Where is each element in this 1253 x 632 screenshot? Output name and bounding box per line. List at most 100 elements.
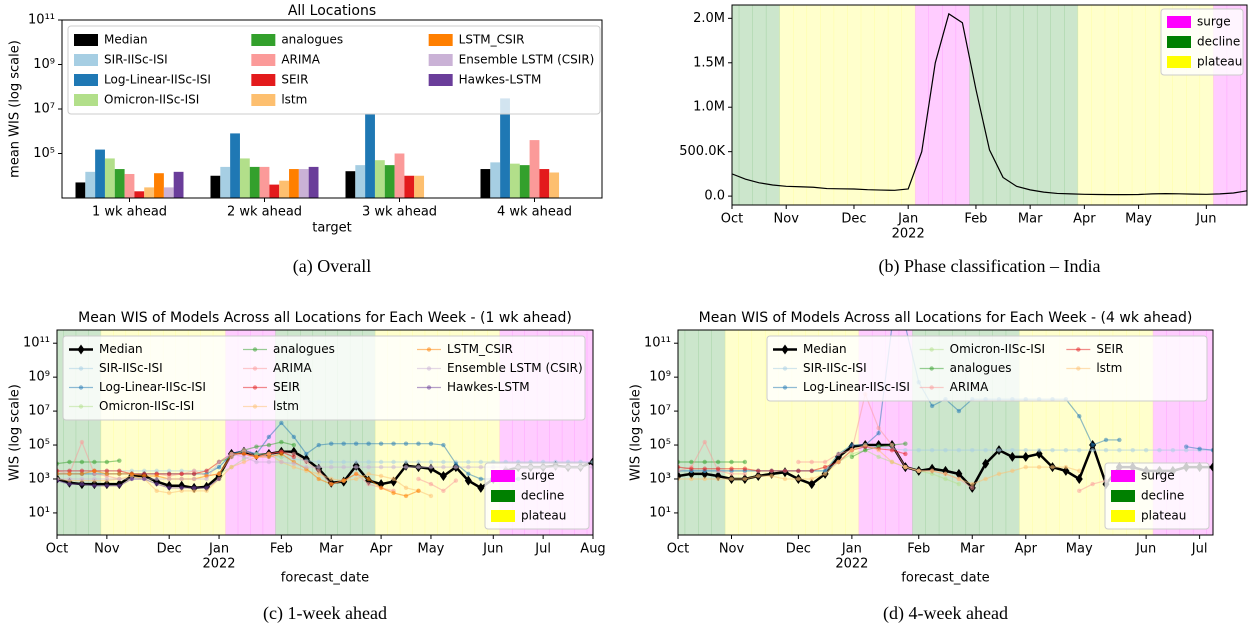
point bbox=[142, 476, 147, 482]
legend-label: Median bbox=[803, 342, 847, 356]
bar bbox=[220, 166, 231, 198]
phase-legend-label: surge bbox=[521, 469, 555, 483]
point bbox=[316, 464, 321, 470]
point bbox=[678, 459, 681, 465]
phase-band bbox=[1077, 5, 1092, 205]
bar bbox=[539, 169, 550, 198]
y-tick-label: 10¹¹ bbox=[644, 336, 671, 351]
bar bbox=[210, 175, 221, 198]
y-tick-label: 10³ bbox=[649, 471, 671, 486]
point bbox=[216, 459, 222, 465]
point bbox=[316, 459, 321, 465]
legend-label: LSTM_CSIR bbox=[447, 342, 513, 356]
x-tick-label: 3 wk ahead bbox=[362, 205, 437, 220]
legend-label: Omicron-IISc-ISI bbox=[950, 342, 1045, 356]
point bbox=[154, 488, 159, 494]
point bbox=[1143, 447, 1149, 453]
point bbox=[129, 471, 134, 477]
y-tick-label: 10⁹ bbox=[33, 57, 55, 72]
point bbox=[378, 441, 384, 446]
phase-band bbox=[779, 5, 794, 205]
x-tick-label: Apr bbox=[370, 542, 393, 557]
point bbox=[689, 459, 694, 465]
x-tick-label: Dec bbox=[157, 542, 182, 557]
legend-label: Ensemble LSTM (CSIR) bbox=[447, 361, 583, 375]
point bbox=[808, 479, 816, 490]
x-tick-label: Dec bbox=[786, 542, 811, 557]
point bbox=[1077, 468, 1082, 474]
point bbox=[678, 468, 681, 474]
point bbox=[715, 459, 721, 465]
bar bbox=[114, 169, 125, 198]
point bbox=[903, 464, 908, 470]
point bbox=[391, 441, 396, 446]
point bbox=[1010, 447, 1015, 453]
point bbox=[266, 434, 272, 440]
legend-label: analogues bbox=[273, 342, 335, 356]
legend-marker bbox=[1076, 347, 1081, 352]
legend-swatch bbox=[428, 74, 453, 86]
point bbox=[241, 459, 247, 465]
series-line bbox=[678, 446, 906, 472]
bar bbox=[269, 184, 280, 198]
point bbox=[279, 459, 284, 465]
point bbox=[742, 459, 748, 465]
point bbox=[916, 447, 921, 453]
point bbox=[366, 464, 371, 470]
legend-label: lstm bbox=[281, 93, 307, 107]
point bbox=[466, 459, 471, 465]
point bbox=[403, 493, 409, 499]
phase-legend-label: plateau bbox=[1197, 55, 1242, 69]
legend-swatch bbox=[74, 94, 98, 106]
bar bbox=[394, 153, 405, 198]
y-tick-label: 10¹¹ bbox=[28, 13, 55, 28]
point bbox=[477, 482, 485, 493]
phase-band bbox=[1036, 5, 1051, 205]
point bbox=[756, 468, 761, 474]
point bbox=[304, 459, 309, 465]
phase-legend-label: decline bbox=[1141, 489, 1184, 503]
x-axis-label: forecast_date bbox=[281, 571, 369, 586]
point bbox=[416, 459, 421, 465]
point bbox=[229, 464, 234, 470]
point bbox=[391, 476, 396, 482]
point bbox=[79, 459, 85, 465]
legend-swatch bbox=[251, 94, 276, 106]
point bbox=[1130, 447, 1135, 453]
point bbox=[889, 442, 895, 448]
point bbox=[822, 464, 828, 470]
phase-band bbox=[887, 5, 902, 205]
legend-label: Hawkes-LSTM bbox=[447, 380, 530, 394]
phase-swatch bbox=[1167, 36, 1191, 48]
point bbox=[1063, 464, 1069, 470]
bar bbox=[519, 165, 530, 198]
point bbox=[366, 441, 371, 446]
point bbox=[929, 447, 935, 453]
legend-swatch bbox=[251, 54, 276, 66]
point bbox=[1023, 447, 1028, 453]
legend-label: Hawkes-LSTM bbox=[459, 73, 542, 87]
legend-label: SIR-IISc-ISI bbox=[99, 361, 163, 375]
point bbox=[1077, 414, 1082, 419]
point bbox=[179, 485, 184, 491]
phase-swatch bbox=[1167, 16, 1191, 28]
x-tick-label: Oct bbox=[667, 542, 689, 557]
x-tick-label: Apr bbox=[1073, 212, 1096, 227]
phase-band bbox=[1091, 5, 1106, 205]
legend-marker bbox=[78, 385, 84, 390]
point bbox=[216, 471, 222, 477]
legend-marker bbox=[929, 366, 934, 371]
point bbox=[1210, 447, 1213, 453]
bar bbox=[124, 173, 135, 198]
point bbox=[1184, 444, 1189, 449]
point bbox=[117, 471, 122, 477]
legend-marker bbox=[252, 366, 258, 371]
point bbox=[1117, 437, 1122, 443]
y-tick-label: 10⁷ bbox=[649, 404, 671, 419]
point bbox=[329, 476, 334, 482]
legend-marker bbox=[929, 347, 934, 352]
point bbox=[79, 439, 85, 445]
point bbox=[1103, 447, 1109, 453]
point bbox=[1010, 468, 1015, 474]
legend-marker bbox=[252, 385, 258, 390]
